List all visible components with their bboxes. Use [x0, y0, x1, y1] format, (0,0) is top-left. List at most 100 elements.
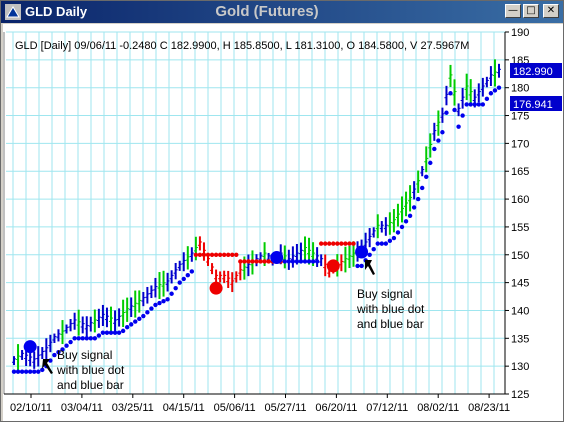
- sell-stop-dot: [234, 252, 239, 257]
- buy-stop-dot: [116, 330, 122, 335]
- buy-stop-dot: [96, 333, 102, 338]
- second-price-tag: [510, 96, 562, 111]
- maximize-button[interactable]: □: [523, 4, 539, 18]
- maximize-icon: □: [526, 5, 536, 16]
- price-tick-label: 170: [511, 138, 529, 150]
- time-tick-label: 02/10/11: [10, 402, 52, 414]
- buy-stop-dot: [314, 259, 320, 264]
- close-button[interactable]: ✕: [543, 4, 559, 18]
- buy-stop-dot: [492, 88, 498, 93]
- last-price-tag: [510, 63, 562, 78]
- price-tick-label: 175: [511, 111, 529, 123]
- buy-stop-dot: [36, 369, 41, 374]
- price-tick-label: 165: [511, 166, 529, 178]
- price-tick-label: 130: [511, 361, 529, 373]
- time-tick-label: 04/15/11: [163, 402, 205, 414]
- annotation-2-arrow-icon: [365, 260, 375, 275]
- sell-stop-dot: [254, 259, 259, 264]
- buy-stop-dot: [80, 336, 85, 341]
- minimize-icon: —: [508, 5, 518, 16]
- buy-stop-dot: [403, 219, 409, 224]
- buy-stop-dot: [161, 298, 166, 304]
- buy-stop-dot: [149, 306, 154, 311]
- annotation-2-line-1: Buy signal: [357, 287, 412, 301]
- buy-stop-dot: [399, 224, 405, 230]
- buy-stop-dot: [436, 138, 441, 143]
- buy-signal-dot: [355, 245, 369, 259]
- sell-stop-dot: [347, 241, 352, 246]
- buy-stop-dot: [185, 272, 190, 278]
- title-bar[interactable]: GLD Daily Gold (Futures) — □ ✕: [1, 1, 563, 23]
- sell-signal-dot: [326, 259, 340, 273]
- buy-stop-dot: [72, 336, 77, 341]
- signal-dots: [11, 85, 502, 374]
- annotation-1-arrow-icon: [42, 359, 53, 374]
- buy-stop-dot: [68, 339, 73, 345]
- buy-stop-dot: [484, 96, 490, 102]
- buy-signal-annotation-1: Buy signal with blue dot and blue bar: [42, 348, 125, 392]
- buy-stop-dot: [302, 259, 308, 264]
- buy-stop-dot: [32, 369, 37, 374]
- price-tick-label: 125: [511, 389, 529, 401]
- buy-stop-dot: [133, 319, 138, 324]
- sell-stop-dot: [246, 259, 251, 264]
- buy-stop-dot: [367, 252, 372, 257]
- buy-stop-dot: [428, 160, 433, 166]
- time-tick-label: 05/27/11: [264, 402, 306, 414]
- sell-stop-dot: [209, 252, 215, 257]
- buy-stop-dot: [355, 263, 360, 269]
- buy-stop-dot: [27, 369, 33, 374]
- buy-stop-dot: [40, 367, 45, 373]
- sell-stop-dot: [205, 252, 211, 257]
- buy-stop-dot: [108, 330, 114, 335]
- price-tick-label: 190: [511, 27, 529, 39]
- buy-stop-dot: [488, 91, 494, 96]
- buy-stop-dot: [476, 102, 481, 107]
- buy-stop-dot: [472, 102, 477, 107]
- buy-stop-dot: [480, 102, 486, 107]
- buy-stop-dot: [84, 336, 89, 341]
- annotation-1-line-1: Buy signal: [57, 348, 112, 362]
- last-price-label: 182.990: [513, 66, 553, 78]
- buy-stop-dot: [383, 241, 389, 246]
- buy-stop-dot: [282, 259, 287, 264]
- buy-stop-dot: [468, 102, 473, 107]
- sell-stop-dot: [343, 241, 348, 246]
- time-tick-label: 08/02/11: [417, 402, 459, 414]
- buy-stop-dot: [452, 107, 457, 113]
- buy-stop-dot: [137, 316, 142, 322]
- buy-stop-dot: [444, 110, 449, 115]
- buy-stop-dot: [286, 259, 292, 264]
- sell-stop-dot: [339, 241, 344, 246]
- ohlc-info-line: GLD [Daily] 09/06/11 -0.2480 C 182.9900,…: [15, 40, 469, 52]
- gold-chart-app-icon[interactable]: [5, 4, 21, 20]
- buy-stop-dot: [411, 205, 417, 210]
- buy-stop-dot: [290, 259, 296, 264]
- chart-area: GLD [Daily] 09/06/11 -0.2480 C 182.9900,…: [3, 24, 563, 421]
- buy-stop-dot: [464, 102, 469, 107]
- price-tick-label: 140: [511, 305, 529, 317]
- buy-stop-dot: [496, 85, 502, 90]
- minimize-button[interactable]: —: [505, 4, 521, 18]
- buy-stop-dot: [64, 343, 69, 348]
- buy-stop-dot: [310, 259, 316, 264]
- chart-title: Gold (Futures): [215, 3, 319, 20]
- buy-stop-dot: [104, 330, 110, 335]
- buy-stop-dot: [165, 297, 170, 302]
- buy-stop-dot: [124, 324, 130, 330]
- big-signal-dots: [23, 245, 369, 354]
- price-chart[interactable]: GLD [Daily] 09/06/11 -0.2480 C 182.9900,…: [3, 24, 563, 421]
- buy-stop-dot: [11, 369, 17, 374]
- buy-stop-dot: [375, 241, 380, 246]
- buy-signal-annotation-2: Buy signal with blue dot and blue bar: [356, 260, 425, 331]
- sell-stop-dot: [242, 259, 247, 264]
- buy-stop-dot: [456, 124, 461, 129]
- sell-stop-dot: [323, 241, 328, 246]
- buy-stop-dot: [52, 352, 57, 358]
- buy-stop-dot: [448, 91, 453, 96]
- buy-stop-dot: [100, 330, 106, 335]
- sell-stop-dot: [230, 252, 235, 257]
- window-title: GLD Daily: [25, 4, 88, 19]
- buy-stop-dot: [359, 263, 364, 269]
- sell-stop-dot: [327, 241, 332, 246]
